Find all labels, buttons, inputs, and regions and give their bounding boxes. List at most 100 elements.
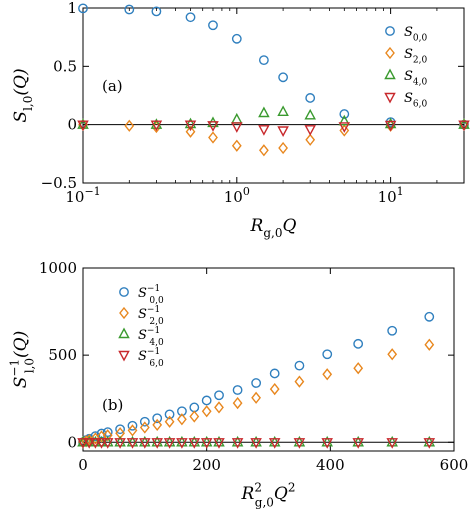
x-tick-label: 0 [78, 456, 88, 474]
data-point [384, 117, 397, 129]
data-point [139, 435, 151, 447]
legend: S0,0 S2,0 S4,0 S6,0 [384, 25, 427, 110]
data-point [89, 438, 102, 449]
series-0-0 [78, 3, 469, 130]
data-point [268, 435, 281, 447]
data-point [232, 385, 243, 395]
x-tick-label: 600 [440, 456, 469, 474]
data-point [102, 429, 113, 442]
data-point [231, 435, 244, 447]
plot-frame [82, 267, 455, 452]
data-point [231, 112, 243, 124]
data-point [176, 435, 188, 447]
series-2-0 [78, 338, 435, 449]
data-point [251, 378, 262, 388]
data-point [231, 139, 242, 152]
data-point [188, 435, 201, 447]
data-point [151, 435, 163, 447]
legend-label: S−1 4,0 [138, 326, 164, 348]
legend-label: S−1 6,0 [138, 347, 164, 369]
data-point [77, 120, 89, 132]
data-point [231, 33, 242, 44]
y-tick-label: 0 [67, 116, 77, 134]
data-point [386, 435, 398, 447]
data-point [321, 435, 333, 447]
x-tick-label: 101 [378, 185, 404, 206]
data-point [278, 141, 288, 155]
legend-marker [384, 92, 396, 104]
legend: S−1 0,0S−1 2,0S−1 4,0S−1 6,0 [118, 284, 164, 369]
data-point [124, 119, 135, 132]
data-point [176, 438, 188, 449]
data-point [126, 438, 139, 449]
data-point [278, 72, 289, 83]
y-tick-label: 1000 [39, 259, 77, 277]
legend-label: S−1 2,0 [138, 305, 164, 327]
legend-label: S2,0 [404, 47, 427, 66]
data-point [127, 420, 138, 431]
legend-label: S6,0 [404, 91, 427, 110]
data-point [139, 421, 150, 434]
data-point [250, 435, 262, 447]
data-point [458, 118, 470, 129]
data-point [294, 360, 305, 371]
legend-marker [119, 306, 129, 320]
data-point [293, 435, 306, 447]
data-point [124, 4, 135, 15]
data-point [321, 438, 333, 449]
data-point [152, 413, 163, 424]
data-point [294, 375, 305, 388]
data-point [78, 3, 88, 14]
data-point [277, 126, 289, 137]
data-point [152, 418, 163, 432]
legend-marker [118, 350, 130, 362]
data-point [338, 114, 351, 126]
data-point [115, 424, 126, 435]
data-point [338, 122, 351, 133]
y-axis-label: Sl,0(Q) [11, 68, 35, 122]
data-point [352, 435, 364, 447]
data-point [150, 118, 163, 129]
data-point [90, 431, 101, 442]
data-point [213, 435, 225, 447]
data-point [208, 131, 218, 144]
legend-label: S0,0 [404, 25, 427, 44]
data-point [201, 405, 212, 418]
data-point [423, 435, 436, 447]
data-point [353, 362, 364, 375]
x-tick-label: 400 [316, 456, 345, 474]
legend-marker [119, 287, 129, 297]
data-point [114, 435, 126, 447]
y-tick-label: 1 [67, 0, 77, 17]
data-point [201, 395, 212, 406]
data-point [268, 438, 281, 449]
data-point [83, 438, 95, 449]
data-point [114, 438, 126, 449]
data-point [305, 133, 316, 146]
data-point [189, 410, 200, 423]
data-point [258, 125, 270, 136]
data-point [322, 349, 333, 360]
data-point [177, 413, 187, 426]
data-point [163, 438, 176, 449]
data-point [322, 368, 333, 381]
data-point [231, 438, 244, 449]
series-6-0 [77, 120, 470, 137]
legend-label: S4,0 [404, 69, 427, 88]
data-point [185, 125, 196, 138]
data-point [269, 368, 280, 379]
legend-marker [384, 68, 396, 80]
panel-label: (b) [102, 396, 123, 414]
data-point [304, 108, 316, 120]
data-point [214, 401, 224, 414]
data-point [126, 435, 139, 447]
legend-marker [385, 46, 395, 60]
data-point [188, 438, 201, 449]
data-point [101, 438, 114, 449]
data-point [150, 120, 163, 132]
x-axis-label: Rg,0Q [250, 216, 297, 240]
data-point [424, 311, 435, 322]
y-tick-label: 0 [67, 433, 77, 451]
data-point [386, 438, 398, 449]
